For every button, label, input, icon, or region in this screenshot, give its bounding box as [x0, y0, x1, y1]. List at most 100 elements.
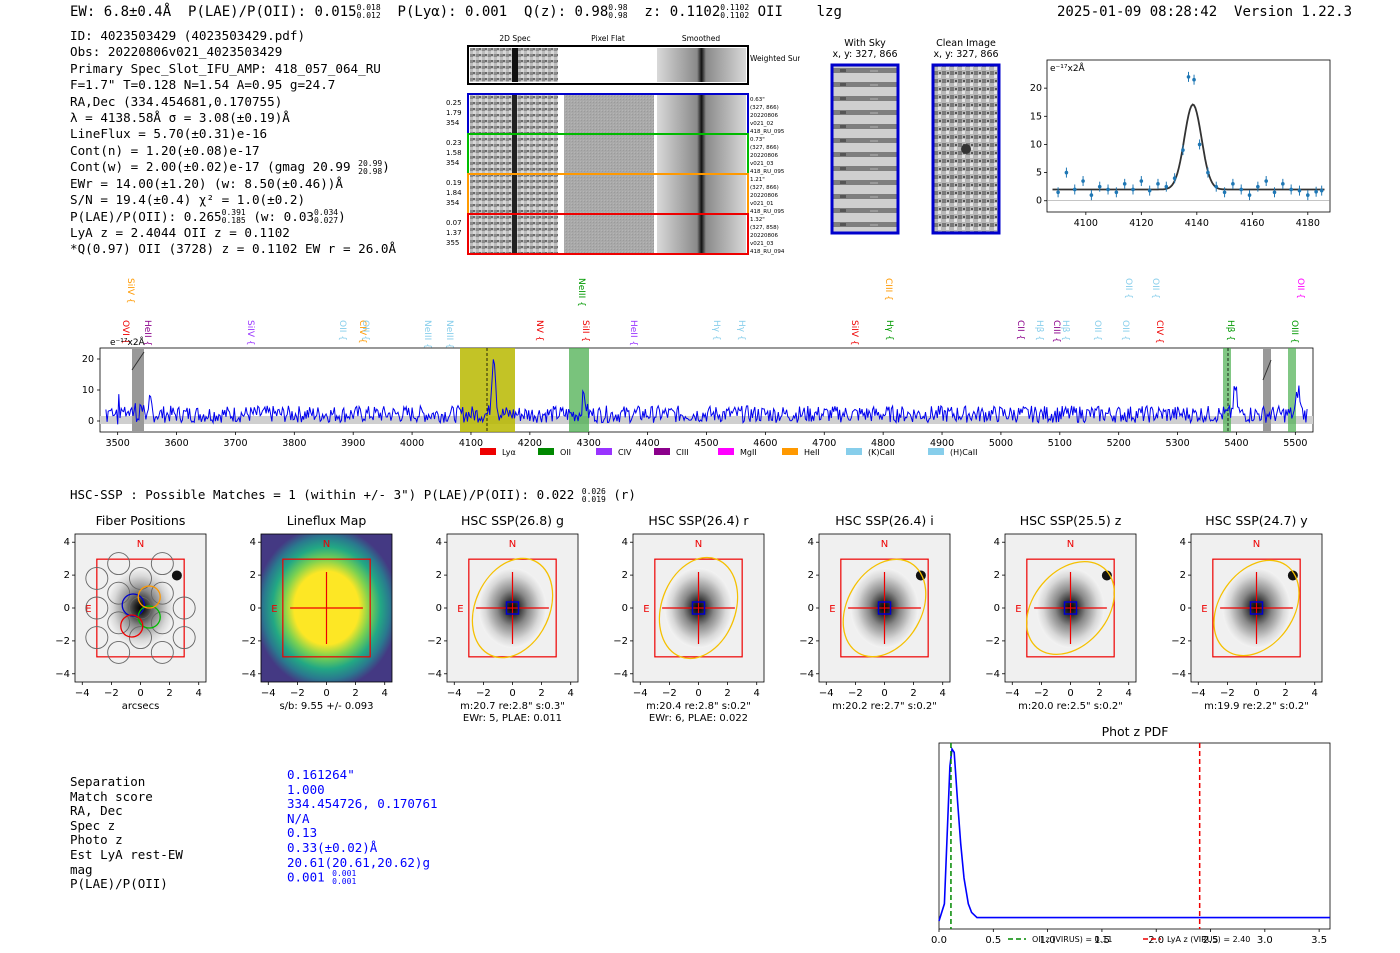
match-label-1: Match score	[70, 788, 153, 804]
info-ewr: EWr = 14.00(±1.20) (w: 8.50(±0.46))Å	[70, 175, 343, 191]
match-value-0: 0.161264"	[287, 767, 355, 782]
zoom-point	[1106, 187, 1110, 192]
line-label-top: OII {	[1150, 278, 1160, 299]
photz-title: Phot z PDF	[1102, 724, 1169, 739]
fiber-red	[120, 614, 144, 638]
hsc-ytick-label: 0	[1180, 603, 1186, 614]
north-label: N	[1253, 539, 1260, 550]
hsc-title-text: HSC-SSP : Possible Matches = 1 (within +…	[70, 487, 575, 502]
zoom-ytick-label: 0	[1036, 196, 1042, 207]
header-plae: P(LAE)/P(OII): 0.015	[188, 4, 357, 20]
hsc-caption: s/b: 9.55 +/- 0.093	[279, 701, 373, 712]
legend-label: (H)CaII	[950, 448, 977, 457]
zoom-point	[1122, 182, 1127, 186]
info-plae: P(LAE)/P(OII): 0.2650.391 0.185 (w: 0.030…	[70, 208, 346, 226]
source-ellipse	[842, 558, 927, 658]
fiber-circle	[150, 640, 174, 664]
zoom-point	[1181, 148, 1185, 152]
full-xtick-label: 4800	[871, 438, 895, 449]
line-label-top: NeIII {	[576, 278, 586, 307]
cutout-row-right-text: v021_03	[750, 241, 774, 247]
line-label-top: CIII {	[883, 278, 893, 301]
header-plae-hi: 0.018	[356, 3, 381, 12]
cutout-row: 0.07 1.37 355 1.32" (327, 858) 20220806 v021_0…	[446, 213, 785, 255]
hsc-xtick-label: −4	[633, 688, 648, 699]
cutout-row-right-text: 0.63"	[750, 97, 765, 103]
hsc-ytick-label: 2	[64, 570, 70, 581]
hsc-xtick-label: 4	[940, 688, 946, 699]
cutout-row-right-text: v021_03	[750, 161, 774, 167]
pdf-xtick-label: 0.5	[985, 935, 1001, 946]
col-header-2dspec: 2D Spec	[499, 34, 530, 43]
pdf-xtick-label: 1.0	[1040, 935, 1056, 946]
source-marker	[691, 601, 706, 615]
hsc-ytick-label: 4	[808, 537, 814, 548]
zoom-point	[1264, 179, 1268, 183]
cutout-row-right-text: 20220806	[750, 233, 778, 239]
info-contw-text: Cont(w) = 2.00(±0.02)e-17 (gmag 20.99	[70, 159, 351, 175]
hsc-panels: Fiber Positions N E −4 −2 0 2 4 4 2 0 −2 −4 arcsecs Li…	[55, 513, 1323, 724]
hsc-xtick-label: 2	[166, 688, 172, 699]
hsc-ytick-label: −4	[241, 669, 256, 680]
hsc-xtick-label: 4	[382, 688, 388, 699]
legend-label: MgII	[740, 448, 757, 457]
hsc-xtick-label: −2	[848, 688, 863, 699]
legend-swatch	[538, 448, 554, 455]
full-ytick-label: 20	[82, 354, 94, 365]
hsc-xtick-label: −4	[447, 688, 462, 699]
legend-swatch	[928, 448, 944, 455]
hsc-xtick-label: 2	[1096, 688, 1102, 699]
match-label-0: Separation	[70, 774, 146, 789]
hsc-xtick-label: 2	[910, 688, 916, 699]
zoom-unit: e⁻¹⁷x2Å	[1050, 62, 1086, 74]
east-label: E	[1201, 604, 1207, 615]
zoom-point	[1156, 182, 1160, 186]
info-qline: *Q(0.97) OII (3728) z = 0.1102 EW r = 26…	[70, 241, 397, 257]
east-label: E	[1015, 604, 1021, 615]
fiber-circle	[85, 626, 109, 650]
full-xtick-label: 5400	[1224, 438, 1248, 449]
north-label: N	[881, 539, 888, 550]
line-label-bottom: HeII {	[628, 320, 638, 346]
hsc-ytick-label: 0	[436, 603, 442, 614]
line-label-bottom: OII {	[1120, 320, 1130, 341]
hsc-ytick-label: 4	[250, 537, 256, 548]
zoom-point	[1097, 184, 1102, 189]
line-labels: SiIV {NeIII {CIII {OII {OII {OII {OVI {H…	[120, 278, 1305, 349]
hsc-xtick-label: −2	[290, 688, 305, 699]
header-qz-hi: 0.98	[608, 3, 628, 12]
fiber-circle	[150, 552, 174, 576]
zoom-fit-curve	[1052, 103, 1325, 191]
hsc-panel-title: Lineflux Map	[287, 513, 367, 528]
hsc-panel: HSC SSP(26.4) r N E −4 −2 0 2 4 4 2 0 −2 −4 m:20.4 re…	[613, 513, 765, 724]
hsc-caption: m:20.7 re:2.8" s:0.3"	[460, 701, 565, 712]
header-z-line: OII	[757, 4, 783, 20]
masked-region-left	[132, 348, 144, 432]
full-xtick-label: 5500	[1283, 438, 1307, 449]
cutout-row-left-text: 1.84	[446, 189, 462, 197]
full-xtick-label: 5300	[1165, 438, 1189, 449]
info-contw-hi: 20.99	[358, 158, 383, 168]
legend-label: (K)CaII	[868, 448, 895, 457]
aperture-box	[1212, 558, 1301, 658]
full-xtick-label: 4900	[930, 438, 954, 449]
hsc-ytick-label: 0	[994, 603, 1000, 614]
pdf-xtick-label: 0.0	[931, 935, 947, 946]
hsc-ytick-label: 0	[622, 603, 628, 614]
info-radec: RA,Dec (334.454681,0.170755)	[70, 93, 283, 109]
photz-content: 0.0 0.5 1.0 1.5 2.0 2.5 3.0 3.5 OII z (VIRUS) = …	[931, 743, 1330, 946]
line-label-bottom: OII {	[337, 320, 347, 341]
neighbor-star	[171, 570, 182, 581]
detection-info: ID: 4023503429 (4023503429.pdf) Obs: 202…	[70, 28, 396, 258]
hsc-caption-2: EWr: 5, PLAE: 0.011	[463, 713, 562, 724]
clean-xy: x, y: 327, 866	[933, 49, 999, 60]
east-label: E	[85, 604, 91, 615]
hsc-panel: HSC SSP(25.5) z N E −4 −2 0 2 4 4 2 0 −2 −4 m:20.0 re…	[985, 513, 1137, 712]
pdf-legend-label: LyA z (VIRUS) = 2.40	[1167, 935, 1250, 944]
hsc-xtick-label: 0	[137, 688, 143, 699]
hsc-xtick-label: −4	[75, 688, 90, 699]
hbeta-window	[1223, 348, 1231, 432]
zoom-xtick-label: 4100	[1074, 218, 1098, 229]
north-label: N	[695, 539, 702, 550]
hsc-ytick-label: −2	[799, 636, 814, 647]
